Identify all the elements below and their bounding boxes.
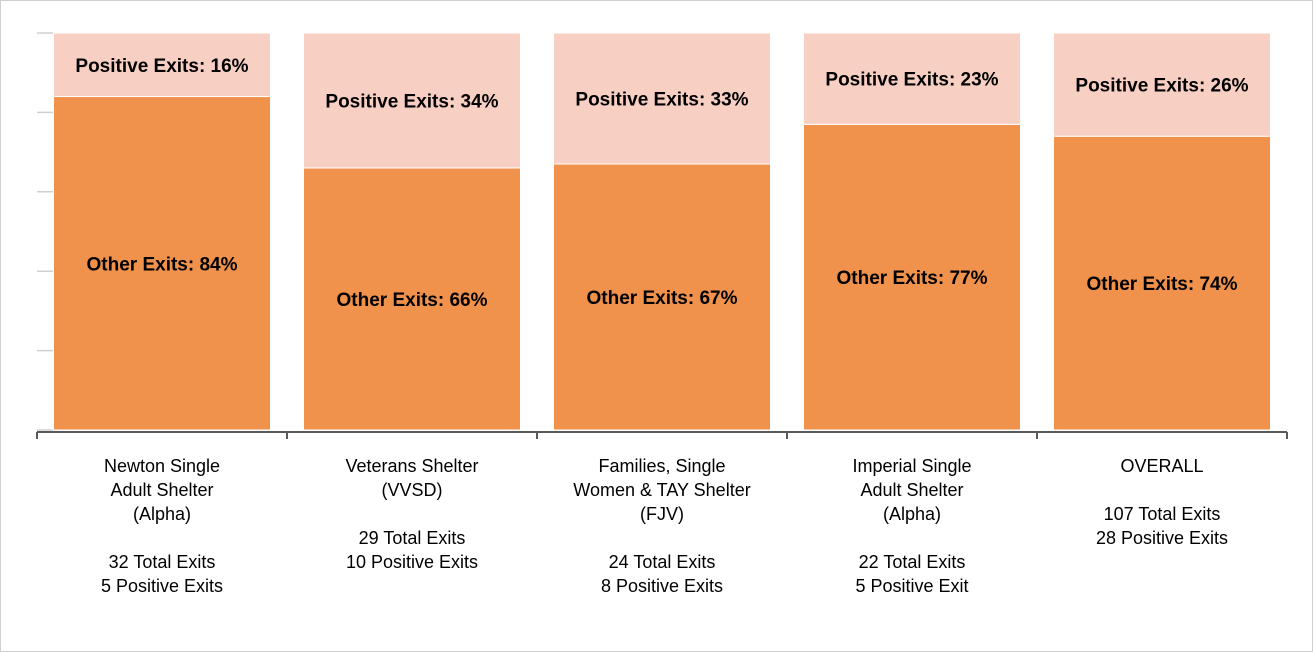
bar-segment (553, 163, 771, 431)
bar-segment (803, 123, 1021, 431)
x-tick-label: Adult Shelter (860, 480, 963, 500)
x-tick-label: (Alpha) (133, 504, 191, 524)
data-label: Positive Exits: 33% (575, 90, 748, 111)
x-tick-label: Imperial Single (852, 456, 971, 476)
x-tick-label: Women & TAY Shelter (573, 480, 750, 500)
bar-segment (53, 96, 271, 431)
bar-segment (1053, 135, 1271, 431)
category-note: 22 Total Exits (859, 552, 966, 572)
category-note: 29 Total Exits (359, 528, 466, 548)
bar-segment (553, 32, 771, 165)
data-label: Positive Exits: 26% (1075, 76, 1248, 97)
category-note: 24 Total Exits (609, 552, 716, 572)
data-label: Positive Exits: 16% (75, 56, 248, 77)
x-tick-label: Newton Single (104, 456, 220, 476)
x-tick-label: (FJV) (640, 504, 684, 524)
bar-segment (53, 32, 271, 98)
bar-segment (303, 32, 521, 169)
category-note: 8 Positive Exits (601, 576, 723, 596)
category-note: 107 Total Exits (1104, 504, 1221, 524)
data-label: Other Exits: 67% (587, 288, 738, 309)
bar-segment (803, 32, 1021, 125)
x-tick-label: (VVSD) (381, 480, 442, 500)
x-tick-label: (Alpha) (883, 504, 941, 524)
category-note: 5 Positive Exit (855, 576, 968, 596)
category-note: 28 Positive Exits (1096, 528, 1228, 548)
data-label: Other Exits: 77% (837, 268, 988, 289)
data-label: Other Exits: 66% (337, 290, 488, 311)
x-tick-label: Families, Single (598, 456, 725, 476)
data-label: Other Exits: 74% (1087, 274, 1238, 295)
x-tick-label: OVERALL (1120, 456, 1203, 476)
x-tick-label: Veterans Shelter (345, 456, 478, 476)
bar-segment (1053, 32, 1271, 137)
data-label: Positive Exits: 34% (325, 92, 498, 113)
category-note: 10 Positive Exits (346, 552, 478, 572)
data-label: Other Exits: 84% (87, 254, 238, 275)
category-note: 5 Positive Exits (101, 576, 223, 596)
x-tick-label: Adult Shelter (110, 480, 213, 500)
category-note: 32 Total Exits (109, 552, 216, 572)
data-label: Positive Exits: 23% (825, 70, 998, 91)
